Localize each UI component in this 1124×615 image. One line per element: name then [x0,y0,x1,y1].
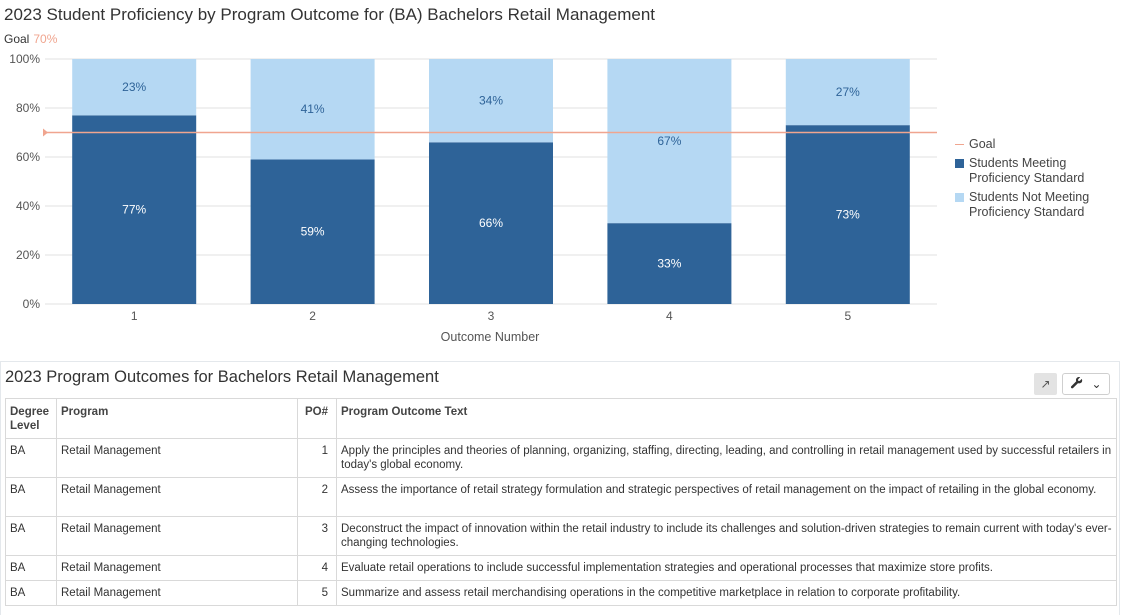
bar-not-meeting[interactable] [607,59,732,224]
degree-cell: BA [5,477,57,517]
table-row: BA Retail Management 2 Assess the import… [5,477,1117,517]
goal-legend-marker [955,144,964,145]
data-label-meeting: 66% [479,216,503,230]
goal-caption: Goal 70% [4,32,57,46]
data-label-not-meeting: 23% [122,80,146,94]
bar-chart: 0% 20% 40% 60% 80% 100% 77% 23% 59% 41% 66% 34% 33%… [9,52,937,344]
x-axis-ticks: 1 2 3 4 5 [131,309,852,323]
y-tick-label: 100% [9,52,40,66]
outcome-text-cell: Apply the principles and theories of pla… [336,438,1117,478]
data-label-meeting: 73% [836,208,860,222]
table-row: BA Retail Management 4 Evaluate retail o… [5,555,1117,581]
legend-item-meeting[interactable]: Students Meeting Proficiency Standard [954,156,1104,186]
x-axis-title: Outcome Number [441,330,540,344]
settings-menu-button[interactable]: ⌄ [1062,373,1110,395]
column-header-program[interactable]: Program [56,398,298,439]
bar-not-meeting[interactable] [429,59,553,143]
y-tick-label: 20% [16,248,40,262]
column-header-po[interactable]: PO# [297,398,337,439]
degree-cell: BA [5,555,57,581]
legend-item-goal[interactable]: Goal [954,137,1104,152]
chart-title: 2023 Student Proficiency by Program Outc… [4,5,656,24]
bar-meeting[interactable] [607,223,732,304]
wrench-icon [1070,376,1083,392]
chart-legend: Goal Students Meeting Proficiency Standa… [954,137,1104,224]
legend-label-goal: Goal [969,137,996,151]
goal-caption-label: Goal [4,32,30,46]
data-label-meeting: 77% [122,203,146,217]
goal-caption-value: 70% [33,32,58,46]
data-label-meeting: 59% [301,225,325,239]
bar-meeting[interactable] [429,142,553,304]
table-header-row: Degree Level Program PO# Program Outcome… [5,398,1117,439]
y-tick-label: 80% [16,101,40,115]
bar-meeting[interactable] [785,125,910,305]
y-tick-label: 0% [23,297,41,311]
bar-not-meeting[interactable] [72,59,197,116]
degree-cell: BA [5,516,57,556]
y-tick-label: 60% [16,150,40,164]
expand-button[interactable]: ↗ [1034,373,1057,395]
table-title: 2023 Program Outcomes for Bachelors Reta… [5,368,439,386]
x-tick-label: 2 [309,309,316,323]
legend-label-not-meeting: Students Not Meeting Proficiency Standar… [969,190,1090,219]
x-tick-label: 1 [131,309,138,323]
data-label-not-meeting: 27% [836,85,860,99]
degree-cell: BA [5,438,57,478]
legend-item-not-meeting[interactable]: Students Not Meeting Proficiency Standar… [954,190,1104,220]
outcome-text-cell: Assess the importance of retail strategy… [336,477,1117,517]
legend-label-meeting: Students Meeting Proficiency Standard [969,156,1085,185]
table-row: BA Retail Management 3 Deconstruct the i… [5,516,1117,556]
bar-not-meeting[interactable] [785,59,910,126]
column-header-text[interactable]: Program Outcome Text [336,398,1117,439]
x-tick-label: 5 [844,309,851,323]
column-header-degree[interactable]: Degree Level [5,398,57,439]
data-label-not-meeting: 67% [657,134,681,148]
table-row: BA Retail Management 5 Summarize and ass… [5,580,1117,606]
po-cell: 4 [297,555,337,581]
data-label-not-meeting: 34% [479,94,503,108]
y-tick-label: 40% [16,199,40,213]
chevron-down-icon: ⌄ [1091,377,1102,391]
x-tick-label: 4 [666,309,673,323]
program-cell: Retail Management [56,438,298,478]
outcome-text-cell: Summarize and assess retail merchandisin… [336,580,1117,606]
outcome-text-cell: Evaluate retail operations to include su… [336,555,1117,581]
expand-icon: ↗ [1040,377,1051,391]
bar-meeting[interactable] [72,115,197,304]
x-tick-label: 3 [488,309,495,323]
program-cell: Retail Management [56,477,298,517]
po-cell: 5 [297,580,337,606]
y-axis-ticks: 0% 20% 40% 60% 80% 100% [9,52,40,311]
data-label-not-meeting: 41% [301,102,325,116]
po-cell: 3 [297,516,337,556]
meeting-legend-swatch [955,159,964,168]
goal-marker-icon [43,128,48,137]
po-cell: 2 [297,477,337,517]
bar-not-meeting[interactable] [250,59,375,160]
data-label-meeting: 33% [657,257,681,271]
outcomes-table: Degree Level Program PO# Program Outcome… [5,398,1117,606]
po-cell: 1 [297,438,337,478]
outcomes-panel: 2023 Program Outcomes for Bachelors Reta… [0,361,1120,615]
table-row: BA Retail Management 1 Apply the princip… [5,438,1117,478]
program-cell: Retail Management [56,580,298,606]
degree-cell: BA [5,580,57,606]
not-meeting-legend-swatch [955,193,964,202]
program-cell: Retail Management [56,516,298,556]
goal-line-group [43,128,937,137]
program-cell: Retail Management [56,555,298,581]
outcome-text-cell: Deconstruct the impact of innovation wit… [336,516,1117,556]
bars: 77% 23% 59% 41% 66% 34% 33% 67% 73% 27% [72,59,910,305]
bar-meeting[interactable] [250,159,375,304]
